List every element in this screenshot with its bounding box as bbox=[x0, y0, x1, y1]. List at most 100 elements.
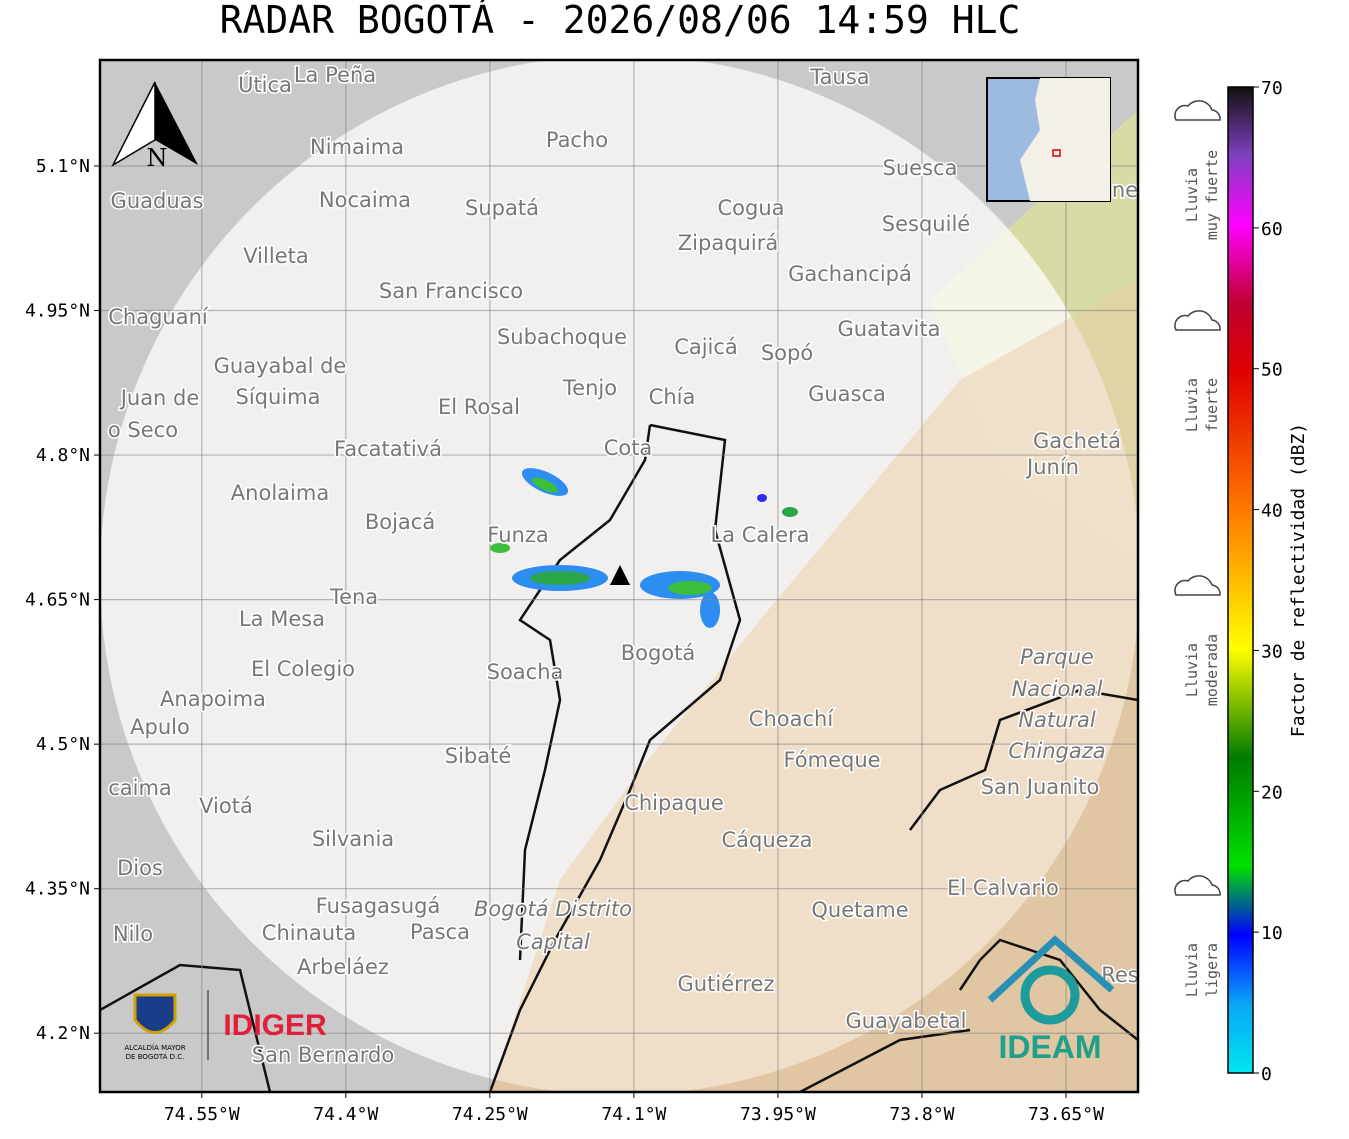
x-tick-label: 73.8°W bbox=[889, 1104, 954, 1125]
idiger-logo: IDIGER bbox=[223, 1009, 327, 1042]
echo bbox=[757, 494, 767, 502]
alcaldia-text: ALCALDÍA MAYOR bbox=[124, 1043, 185, 1052]
place-label: Silvania bbox=[312, 827, 394, 851]
place-label: San Bernardo bbox=[252, 1043, 394, 1067]
inset-land bbox=[1020, 78, 1110, 201]
place-label: Villeta bbox=[243, 244, 308, 268]
place-label: Chaguaní bbox=[108, 305, 209, 329]
place-label: Arbeláez bbox=[297, 955, 389, 979]
place-label: Guatavita bbox=[838, 317, 941, 341]
place-label: Nocaima bbox=[319, 188, 411, 212]
place-label: Choachí bbox=[749, 707, 835, 731]
echo bbox=[782, 507, 798, 517]
place-label: Anapoima bbox=[160, 687, 266, 711]
colorbar-tick-label: 10 bbox=[1261, 923, 1283, 944]
title: RADAR BOGOTÁ - 2026/08/06 14:59 HLC bbox=[220, 0, 1021, 42]
place-label: Bogotá bbox=[621, 641, 696, 665]
colorbar bbox=[1227, 86, 1254, 1074]
place-label: Supatá bbox=[465, 196, 539, 220]
y-tick-label: 4.8°N bbox=[36, 445, 90, 466]
place-label: Parque bbox=[1020, 645, 1094, 669]
echo bbox=[668, 581, 712, 595]
rain-category-label: muy fuerte bbox=[1203, 150, 1221, 240]
rain-category: Lluvia moderada bbox=[1174, 575, 1221, 706]
colorbar-tick-label: 50 bbox=[1261, 360, 1283, 381]
place-label: Subachoque bbox=[497, 325, 627, 349]
place-label: Quetame bbox=[811, 898, 908, 922]
y-tick-label: 5.1°N bbox=[36, 156, 90, 177]
weather-icon bbox=[1174, 100, 1221, 121]
y-tick-label: 4.2°N bbox=[36, 1023, 90, 1044]
weather-icon bbox=[1174, 575, 1221, 596]
echo bbox=[700, 592, 720, 628]
place-label: Pacho bbox=[546, 128, 608, 152]
place-label: Síquima bbox=[236, 385, 321, 409]
y-tick-label: 4.95°N bbox=[25, 301, 90, 322]
place-label: Suesca bbox=[883, 156, 958, 180]
alcaldia-shield bbox=[133, 993, 177, 1034]
rain-category-label: Lluvia bbox=[1183, 168, 1201, 222]
x-tick-label: 73.95°W bbox=[740, 1104, 816, 1125]
place-label: Chipaque bbox=[624, 791, 724, 815]
north-arrow bbox=[155, 82, 198, 165]
place-label: Dios bbox=[117, 856, 163, 880]
y-tick-label: 4.35°N bbox=[25, 879, 90, 900]
weather-icon bbox=[1174, 310, 1221, 331]
place-label: La Calera bbox=[710, 523, 809, 547]
rain-category-label: ligera bbox=[1203, 943, 1221, 997]
north-label: N bbox=[147, 144, 168, 172]
place-label: Viotá bbox=[199, 794, 253, 818]
place-label: Bojacá bbox=[365, 510, 435, 534]
place-label: Sibaté bbox=[445, 744, 512, 768]
place-label: Anolaima bbox=[231, 481, 329, 505]
boundary bbox=[100, 688, 1138, 1092]
place-label: Nilo bbox=[113, 922, 153, 946]
place-label: Nacional bbox=[1012, 677, 1103, 701]
place-label: Fómeque bbox=[783, 748, 880, 772]
place-label: Capital bbox=[516, 930, 590, 954]
place-label: Juan de bbox=[119, 386, 200, 410]
rain-category-label: Lluvia bbox=[1183, 643, 1201, 697]
place-label: San Juanito bbox=[981, 775, 1100, 799]
place-label: Guaduas bbox=[111, 189, 204, 213]
echo bbox=[532, 477, 558, 493]
rain-category: Lluvia fuerte bbox=[1174, 310, 1221, 432]
map-frame bbox=[98, 58, 1140, 1094]
place-label: Sopó bbox=[761, 341, 813, 365]
place-label: Nimaima bbox=[310, 135, 404, 159]
ideam-swirl bbox=[1020, 965, 1080, 1025]
radar-site bbox=[610, 565, 630, 585]
place-label: Chinauta bbox=[262, 921, 356, 945]
grid bbox=[100, 60, 1138, 1092]
place-label: Junín bbox=[1025, 455, 1079, 479]
place-label: Gutiérrez bbox=[678, 972, 775, 996]
place-labels: Útica La Peña Tausa Pacho Nimaima Guaduas Noca… bbox=[106, 62, 1138, 1069]
place-label: Chía bbox=[649, 385, 696, 409]
place-label: La Mesa bbox=[239, 607, 325, 631]
radar-echoes bbox=[490, 468, 798, 628]
place-label: Cogua bbox=[717, 196, 784, 220]
place-label: Fusagasugá bbox=[316, 894, 441, 918]
place-label: Guayabal de bbox=[214, 354, 347, 378]
place-label: Apulo bbox=[130, 715, 190, 739]
place-label: Cáqueza bbox=[722, 828, 813, 852]
colorbar-tick-label: 40 bbox=[1261, 501, 1283, 522]
colorbar-tick-label: 70 bbox=[1261, 78, 1283, 99]
boundary bbox=[488, 423, 742, 1092]
place-label: El Calvario bbox=[947, 876, 1059, 900]
colorbar-axis: 0 10 20 30 40 50 60 70 bbox=[1253, 78, 1283, 1085]
place-label: Gachancipá bbox=[788, 262, 912, 286]
rain-category: Lluvia ligera bbox=[1174, 875, 1221, 997]
colorbar-tick-label: 60 bbox=[1261, 219, 1283, 240]
inset-marker bbox=[1052, 149, 1061, 157]
echo bbox=[490, 543, 510, 553]
place-label: Zipaquirá bbox=[678, 231, 778, 255]
place-label: San Francisco bbox=[379, 279, 523, 303]
rain-category-label: moderada bbox=[1203, 634, 1221, 706]
axes: 74.55°W 74.4°W 74.25°W 74.1°W 73.95°W 73.8°W 7… bbox=[25, 156, 1104, 1125]
rain-category-label: fuerte bbox=[1203, 378, 1221, 432]
place-label: Tena bbox=[329, 585, 378, 609]
